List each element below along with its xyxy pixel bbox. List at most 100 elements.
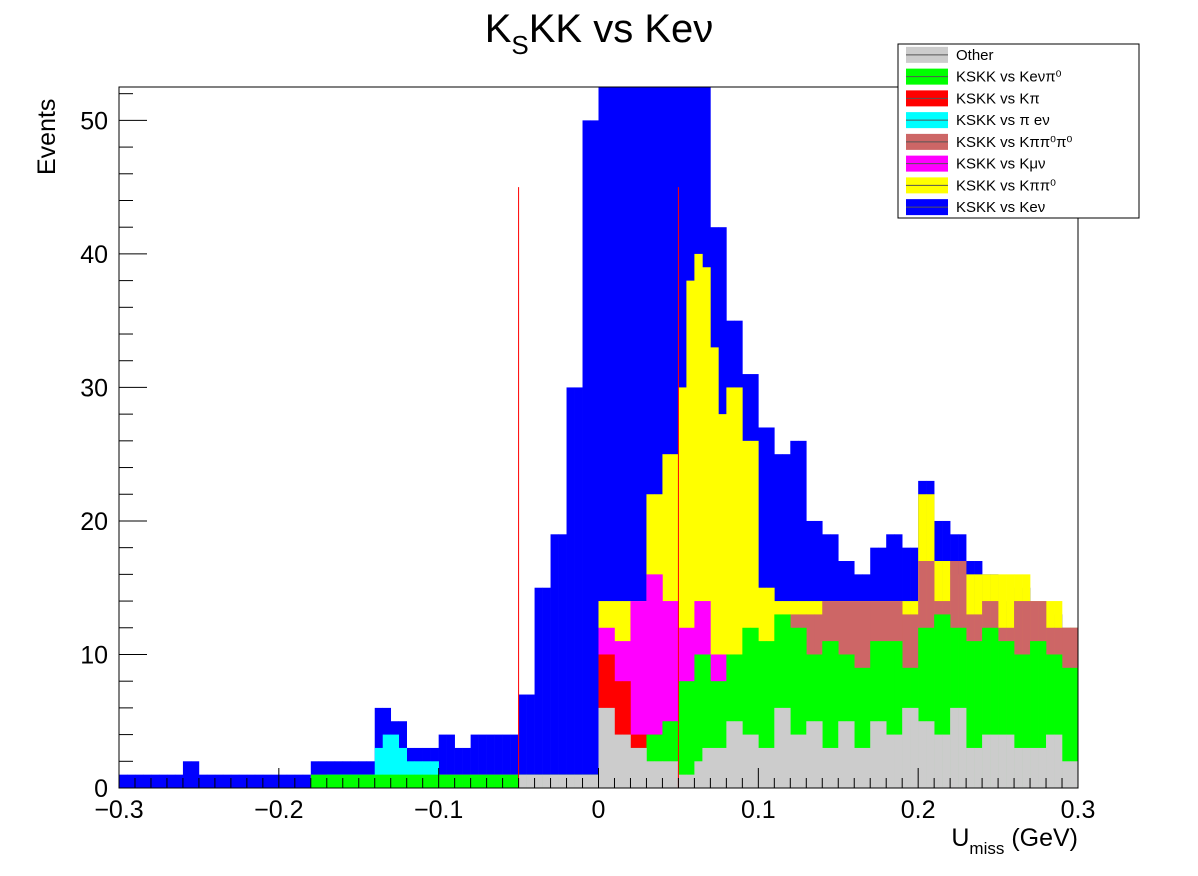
bar (486, 774, 495, 788)
bar (598, 87, 607, 788)
bar (454, 774, 463, 788)
y-tick-label: 20 (80, 508, 108, 536)
bar (1022, 747, 1031, 788)
bar (990, 627, 999, 788)
bar (326, 761, 336, 788)
bar (238, 774, 248, 788)
bar (686, 681, 695, 788)
bar (926, 721, 935, 788)
bar (758, 747, 767, 788)
bar (942, 614, 951, 788)
bar (166, 774, 176, 788)
bar (918, 627, 927, 788)
bar (710, 347, 719, 788)
bar (854, 667, 863, 788)
bar (366, 774, 376, 788)
x-tick-label: −0.2 (254, 796, 303, 824)
bar (119, 774, 128, 788)
bar (574, 387, 583, 788)
bar (310, 761, 320, 788)
bar (654, 87, 663, 788)
bar (838, 721, 847, 788)
bar (926, 627, 935, 788)
bar (726, 387, 735, 788)
histogram-bars (119, 87, 1079, 788)
bar (470, 774, 479, 788)
bar (454, 747, 463, 788)
bar (438, 734, 447, 788)
y-tick-label: 50 (80, 107, 108, 135)
bar (638, 747, 647, 788)
bar (430, 774, 439, 788)
x-tick-label: 0 (592, 796, 606, 824)
bar (502, 774, 511, 788)
bar (414, 761, 423, 788)
bar (694, 253, 703, 788)
bar (286, 774, 296, 788)
bar (462, 747, 471, 788)
bar (670, 601, 679, 788)
bar (862, 747, 871, 788)
y-tick-label: 10 (80, 641, 108, 669)
bar (654, 574, 663, 788)
bar (710, 681, 719, 788)
bar (686, 280, 695, 788)
bar (510, 774, 519, 788)
bar (278, 774, 288, 788)
bar (190, 761, 200, 788)
bar (902, 707, 911, 788)
x-axis: −0.3 −0.2 −0.1 0 0.1 0.2 0.3 (94, 768, 1095, 824)
bar (494, 734, 503, 788)
bar (550, 534, 559, 788)
bar (558, 774, 567, 788)
series-0 (518, 707, 1079, 788)
bar (750, 627, 759, 788)
bar (566, 387, 575, 788)
bar (726, 721, 735, 788)
bar (406, 774, 415, 788)
bar (638, 601, 647, 788)
y-tick-label: 40 (80, 241, 108, 269)
x-tick-label: 0.2 (901, 796, 936, 824)
bar (438, 774, 447, 788)
bar (678, 681, 687, 788)
bar (318, 774, 328, 788)
bar (462, 774, 471, 788)
bar (646, 87, 655, 788)
bar (1038, 747, 1047, 788)
bar (1070, 761, 1079, 788)
bar (606, 87, 615, 788)
bar (894, 641, 903, 788)
bar (774, 707, 783, 788)
legend-label: KSKK vs Kππ⁰π⁰ (956, 134, 1072, 151)
title-main: K (485, 7, 512, 51)
bar (718, 747, 727, 788)
bar (790, 627, 799, 788)
bar (982, 627, 991, 788)
bar (582, 120, 591, 788)
bar (342, 774, 352, 788)
bar (646, 574, 655, 788)
bar (206, 774, 216, 788)
x-axis-label: Umiss (GeV) (951, 824, 1078, 858)
bar (1006, 734, 1015, 788)
bar (310, 774, 320, 788)
bar (1014, 654, 1023, 788)
bar (494, 774, 503, 788)
cut-lines (518, 187, 679, 788)
bar (638, 87, 647, 788)
bar (398, 774, 407, 788)
xlabel-subscript: miss (969, 839, 1004, 858)
bar (358, 761, 368, 788)
y-axis: 0 10 20 30 40 50 (80, 93, 147, 803)
bar (1046, 654, 1055, 788)
bar (798, 627, 807, 788)
bar (398, 747, 407, 788)
bar (966, 641, 975, 788)
bar (742, 627, 751, 788)
bar (862, 667, 871, 788)
bar (342, 761, 352, 788)
bar (518, 774, 527, 788)
bar (222, 774, 232, 788)
bar (854, 747, 863, 788)
